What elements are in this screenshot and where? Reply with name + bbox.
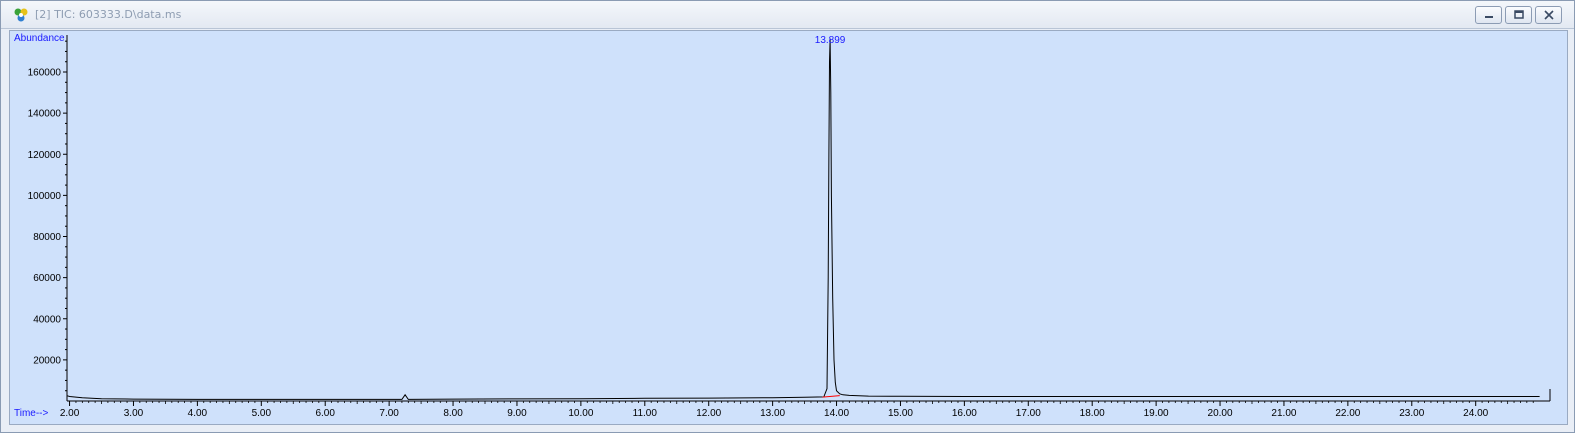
x-tick-label: 24.00	[1463, 408, 1488, 419]
restore-icon	[1514, 10, 1524, 19]
x-tick-label: 22.00	[1335, 408, 1360, 419]
x-tick-label: 3.00	[124, 408, 144, 419]
y-tick-label: 60000	[33, 273, 61, 284]
title-bar[interactable]: [2] TIC: 603333.D\data.ms	[1, 1, 1574, 29]
x-tick-label: 9.00	[507, 408, 527, 419]
x-tick-label: 12.00	[696, 408, 721, 419]
y-tick-label: 120000	[28, 150, 62, 161]
x-tick-label: 17.00	[1016, 408, 1041, 419]
x-tick-label: 18.00	[1080, 408, 1105, 419]
x-tick-label: 16.00	[952, 408, 977, 419]
chromatogram-plot[interactable]: 20000 40000 60000 80000 100000 120000 140000 16…	[9, 30, 1568, 425]
x-tick-label: 2.00	[60, 408, 80, 419]
x-tick-label: 19.00	[1144, 408, 1169, 419]
close-button[interactable]	[1535, 6, 1562, 24]
y-tick-label: 160000	[28, 68, 62, 79]
tic-chart[interactable]: 20000 40000 60000 80000 100000 120000 140000 16…	[10, 31, 1567, 424]
y-tick-label: 140000	[28, 109, 62, 120]
x-tick-label: 15.00	[888, 408, 913, 419]
x-tick-label: 23.00	[1399, 408, 1424, 419]
y-tick-label: 40000	[33, 314, 61, 325]
x-tick-label: 5.00	[252, 408, 272, 419]
x-tick-label: 13.00	[760, 408, 785, 419]
status-strip	[9, 425, 1566, 431]
window-title: [2] TIC: 603333.D\data.ms	[35, 8, 182, 21]
x-tick-label: 11.00	[633, 408, 658, 419]
y-tick-label: 80000	[33, 232, 61, 243]
x-tick-label: 4.00	[188, 408, 208, 419]
y-tick-label: 20000	[33, 355, 61, 366]
y-axis-label: Abundance	[14, 33, 65, 44]
restore-button[interactable]	[1505, 6, 1532, 24]
x-tick-label: 6.00	[315, 408, 335, 419]
x-tick-label: 21.00	[1271, 408, 1296, 419]
x-tick-label: 8.00	[443, 408, 463, 419]
x-axis-label: Time-->	[14, 408, 49, 419]
close-icon	[1544, 10, 1554, 20]
minimize-button[interactable]	[1475, 6, 1502, 24]
tic-trace-series	[66, 39, 1540, 400]
chemstation-app-icon	[14, 8, 28, 22]
peak-baseline	[822, 395, 840, 398]
minimize-icon	[1485, 16, 1493, 18]
y-tick-label: 100000	[28, 191, 62, 202]
x-tick-label: 7.00	[379, 408, 399, 419]
x-tick-label: 10.00	[568, 408, 593, 419]
x-tick-label: 20.00	[1208, 408, 1233, 419]
x-tick-label: 14.00	[824, 408, 849, 419]
peak-label: 13.899	[815, 35, 846, 46]
